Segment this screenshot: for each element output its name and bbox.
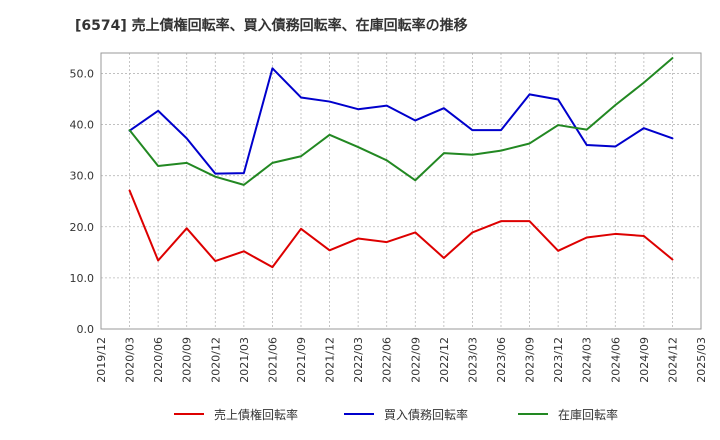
y-tick-label: 50.0	[70, 67, 95, 80]
x-tick-label: 2022/09	[409, 337, 422, 383]
x-tick-label: 2024/03	[581, 337, 594, 383]
series-line-2	[128, 67, 674, 175]
plot-area-frame	[100, 52, 702, 330]
x-tick-label: 2023/03	[466, 337, 479, 383]
x-tick-label: 2020/12	[209, 337, 222, 383]
x-tick-label: 2020/09	[181, 337, 194, 383]
x-tick-label: 2024/06	[609, 337, 622, 383]
x-tick-label: 2024/09	[638, 337, 651, 383]
legend-label-3: 在庫回転率	[558, 407, 618, 422]
x-tick-label: 2020/03	[124, 337, 137, 383]
axis-layer: 2019/12 2020/03 2020/06 2020/09 2020/12 2021/…	[70, 67, 709, 382]
legend: 売上債権回転率 買入債務回転率 在庫回転率	[174, 407, 618, 422]
y-tick-label: 40.0	[70, 119, 95, 132]
series-layer	[128, 57, 674, 269]
y-tick-label: 0.0	[77, 323, 95, 336]
x-tick-label: 2020/06	[152, 337, 165, 383]
x-tick-label: 2021/12	[324, 337, 337, 383]
x-tick-label: 2021/06	[266, 337, 279, 383]
legend-label-2: 買入債務回転率	[384, 407, 468, 422]
x-tick-label: 2024/12	[666, 337, 679, 383]
grid-layer	[100, 53, 702, 330]
y-tick-label: 10.0	[70, 272, 95, 285]
series-line-3	[128, 57, 674, 186]
x-tick-label: 2021/03	[238, 337, 251, 383]
legend-label-1: 売上債権回転率	[214, 407, 298, 422]
y-tick-label: 20.0	[70, 221, 95, 234]
y-tick-label: 30.0	[70, 170, 95, 183]
x-tick-label: 2022/03	[352, 337, 365, 383]
x-tick-label: 2023/12	[552, 337, 565, 383]
series-line-1	[128, 189, 674, 269]
x-tick-label: 2025/03	[695, 337, 708, 383]
x-tick-label: 2023/06	[495, 337, 508, 383]
chart-title: [6574] 売上債権回転率、買入債務回転率、在庫回転率の推移	[75, 17, 468, 34]
x-tick-label: 2022/12	[438, 337, 451, 383]
x-tick-label: 2019/12	[95, 337, 108, 383]
x-tick-label: 2023/09	[524, 337, 537, 383]
x-tick-label: 2022/06	[381, 337, 394, 383]
x-tick-label: 2021/09	[295, 337, 308, 383]
